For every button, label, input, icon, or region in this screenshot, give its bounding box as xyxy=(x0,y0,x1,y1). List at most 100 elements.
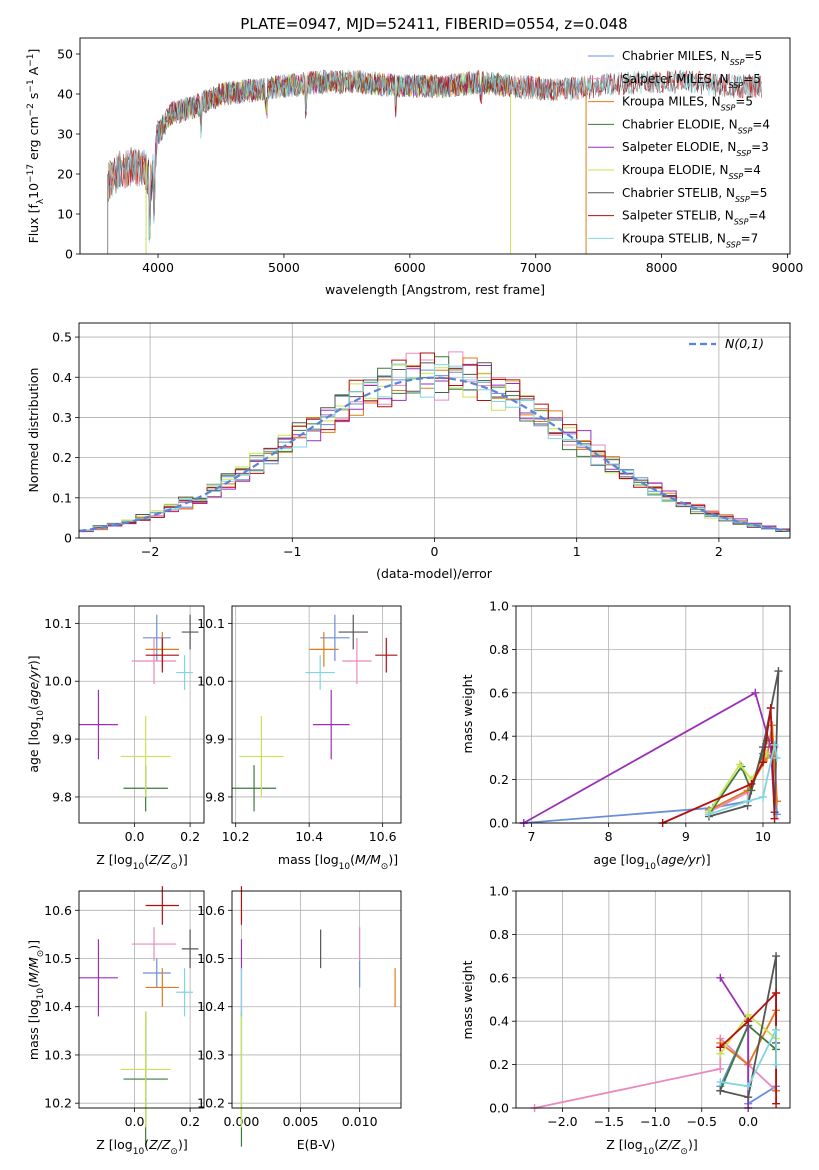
weight-marker xyxy=(747,779,756,788)
weight-marker xyxy=(770,740,779,749)
x-axis-label: mass [log10(M/M⊙)] xyxy=(278,852,398,872)
grid-lines xyxy=(79,606,204,823)
y-axis-label: mass [log10(M/M⊙)] xyxy=(26,940,46,1060)
spectrum-line xyxy=(145,70,511,241)
legend-label: Kroupa STELIB, NSSP=7 xyxy=(622,231,758,249)
legend-label: Chabrier ELODIE, NSSP=4 xyxy=(622,117,770,135)
axes-frame xyxy=(515,890,791,1109)
weight-line xyxy=(720,1029,777,1088)
y-tick-label: 10.0 xyxy=(44,674,72,689)
weight-line xyxy=(708,753,768,813)
x-tick-label: 9 xyxy=(682,829,690,844)
y-tick-label: 9.9 xyxy=(205,732,225,747)
x-tick-label: −2.0 xyxy=(547,1114,577,1129)
grid-lines xyxy=(232,891,401,1108)
legend-label: Chabrier STELIB, NSSP=5 xyxy=(622,186,767,204)
mass-age-panel: 10.2 10.4 10.6 9.8 9.9 10.0 10.1 mass [log10(M/… xyxy=(197,605,402,872)
x-tick-label: 0.0 xyxy=(125,829,145,844)
x-tick-label: 0.0 xyxy=(738,1114,758,1129)
weight-marker xyxy=(716,1086,725,1095)
plot-area xyxy=(79,886,199,1147)
normal-curve xyxy=(78,376,791,533)
y-tick-label: 0.8 xyxy=(489,642,509,657)
spectrum-line xyxy=(107,69,763,244)
y-tick-label: 0.4 xyxy=(52,370,72,385)
y-tick-label: 10.1 xyxy=(44,616,72,631)
legend-label: N(0,1) xyxy=(725,336,764,351)
x-axis-label: Z [log10(Z/Z⊙)] xyxy=(96,852,187,872)
weight-marker xyxy=(770,814,779,823)
y-tick-label: 10.6 xyxy=(197,903,225,918)
x-tick-label: 8000 xyxy=(646,260,678,275)
grid-lines xyxy=(516,605,790,824)
y-tick-label: 0.8 xyxy=(489,927,509,942)
x-tick-label: −0.5 xyxy=(687,1114,717,1129)
y-tick-label: 0.2 xyxy=(52,450,72,465)
plot-area xyxy=(107,69,763,254)
y-tick-label: 10.4 xyxy=(44,999,72,1014)
plot-area xyxy=(79,614,199,812)
y-axis-label: age [log10(age/yr)] xyxy=(26,655,46,772)
y-tick-label: 10.0 xyxy=(197,674,225,689)
legend-label: Salpeter STELIB, NSSP=4 xyxy=(622,209,766,227)
y-tick-label: 10.2 xyxy=(44,1096,72,1111)
axes-frame xyxy=(231,890,402,1109)
legend-label: Chabrier MILES, NSSP=5 xyxy=(622,49,762,67)
y-tick-label: 0.0 xyxy=(489,1101,509,1116)
x-tick-label: 10.2 xyxy=(222,829,250,844)
y-tick-label: 10.3 xyxy=(44,1047,72,1062)
y-tick-label: 0.4 xyxy=(489,1014,509,1029)
weight-marker xyxy=(735,760,744,769)
weight-marker xyxy=(744,1082,753,1091)
weight-marker xyxy=(758,792,767,801)
spectrum-legend: Chabrier MILES, NSSP=5 Salpeter MILES, NS… xyxy=(588,49,770,249)
plot-area xyxy=(78,351,791,533)
x-tick-label: 7000 xyxy=(520,260,552,275)
x-tick-label: 0.0 xyxy=(125,1114,145,1129)
y-tick-label: 0.4 xyxy=(489,729,509,744)
axes-frame xyxy=(78,322,791,539)
weight-marker xyxy=(716,973,725,982)
y-tick-label: 0.2 xyxy=(489,772,509,787)
x-tick-label: 4000 xyxy=(142,260,174,275)
z-mass-panel: 0.0 0.2 10.2 10.3 10.4 10.5 10.6 Z [log10(Z/Z⊙)… xyxy=(26,886,205,1157)
y-tick-label: 10.5 xyxy=(197,951,225,966)
histogram-step xyxy=(79,363,790,532)
y-tick-label: 0.3 xyxy=(52,410,72,425)
age-weight-panel: 7 8 9 10 0.0 0.2 0.4 0.6 0.8 1.0 age [log10(age/yr… xyxy=(460,599,791,872)
x-tick-label: 6000 xyxy=(394,260,426,275)
weight-marker xyxy=(716,1077,725,1086)
y-tick-label: 0 xyxy=(64,531,72,546)
y-tick-label: 0.6 xyxy=(489,685,509,700)
weight-marker xyxy=(751,688,760,697)
legend-label: Kroupa MILES, NSSP=5 xyxy=(622,95,753,113)
x-tick-label: 0.005 xyxy=(283,1114,319,1129)
spectrum-line xyxy=(107,70,763,222)
x-tick-label: 0.010 xyxy=(342,1114,378,1129)
axes-frame xyxy=(231,605,402,824)
x-tick-label: 10.6 xyxy=(369,829,397,844)
legend-label: Kroupa ELODIE, NSSP=4 xyxy=(622,163,761,181)
y-axis-label: Normed distribution xyxy=(26,368,41,493)
x-tick-label: 0.2 xyxy=(180,829,200,844)
weight-marker xyxy=(766,703,775,712)
y-tick-label: 0 xyxy=(65,247,73,262)
weight-marker xyxy=(772,1099,781,1108)
weight-marker xyxy=(716,1064,725,1073)
z-age-panel: 0.0 0.2 9.8 9.9 10.0 10.1 Z [log10(Z/Z⊙)] age [… xyxy=(26,605,205,872)
y-tick-label: 50 xyxy=(57,47,73,62)
x-axis-label: Z [log10(Z/Z⊙)] xyxy=(96,1137,187,1157)
weight-marker xyxy=(772,988,781,997)
x-tick-label: 0 xyxy=(431,544,439,559)
y-tick-label: 9.8 xyxy=(52,789,72,804)
weight-marker xyxy=(758,758,767,767)
x-axis-label: (data-model)/error xyxy=(376,566,493,581)
x-tick-label: 7 xyxy=(527,829,535,844)
plot-area xyxy=(530,952,781,1112)
x-tick-label: 2 xyxy=(715,544,723,559)
y-tick-label: 1.0 xyxy=(489,599,509,614)
x-tick-label: 1 xyxy=(573,544,581,559)
figure-title: PLATE=0947, MJD=52411, FIBERID=0554, z=0… xyxy=(240,15,627,33)
axes-frame xyxy=(78,605,205,824)
grid-lines xyxy=(232,606,401,823)
